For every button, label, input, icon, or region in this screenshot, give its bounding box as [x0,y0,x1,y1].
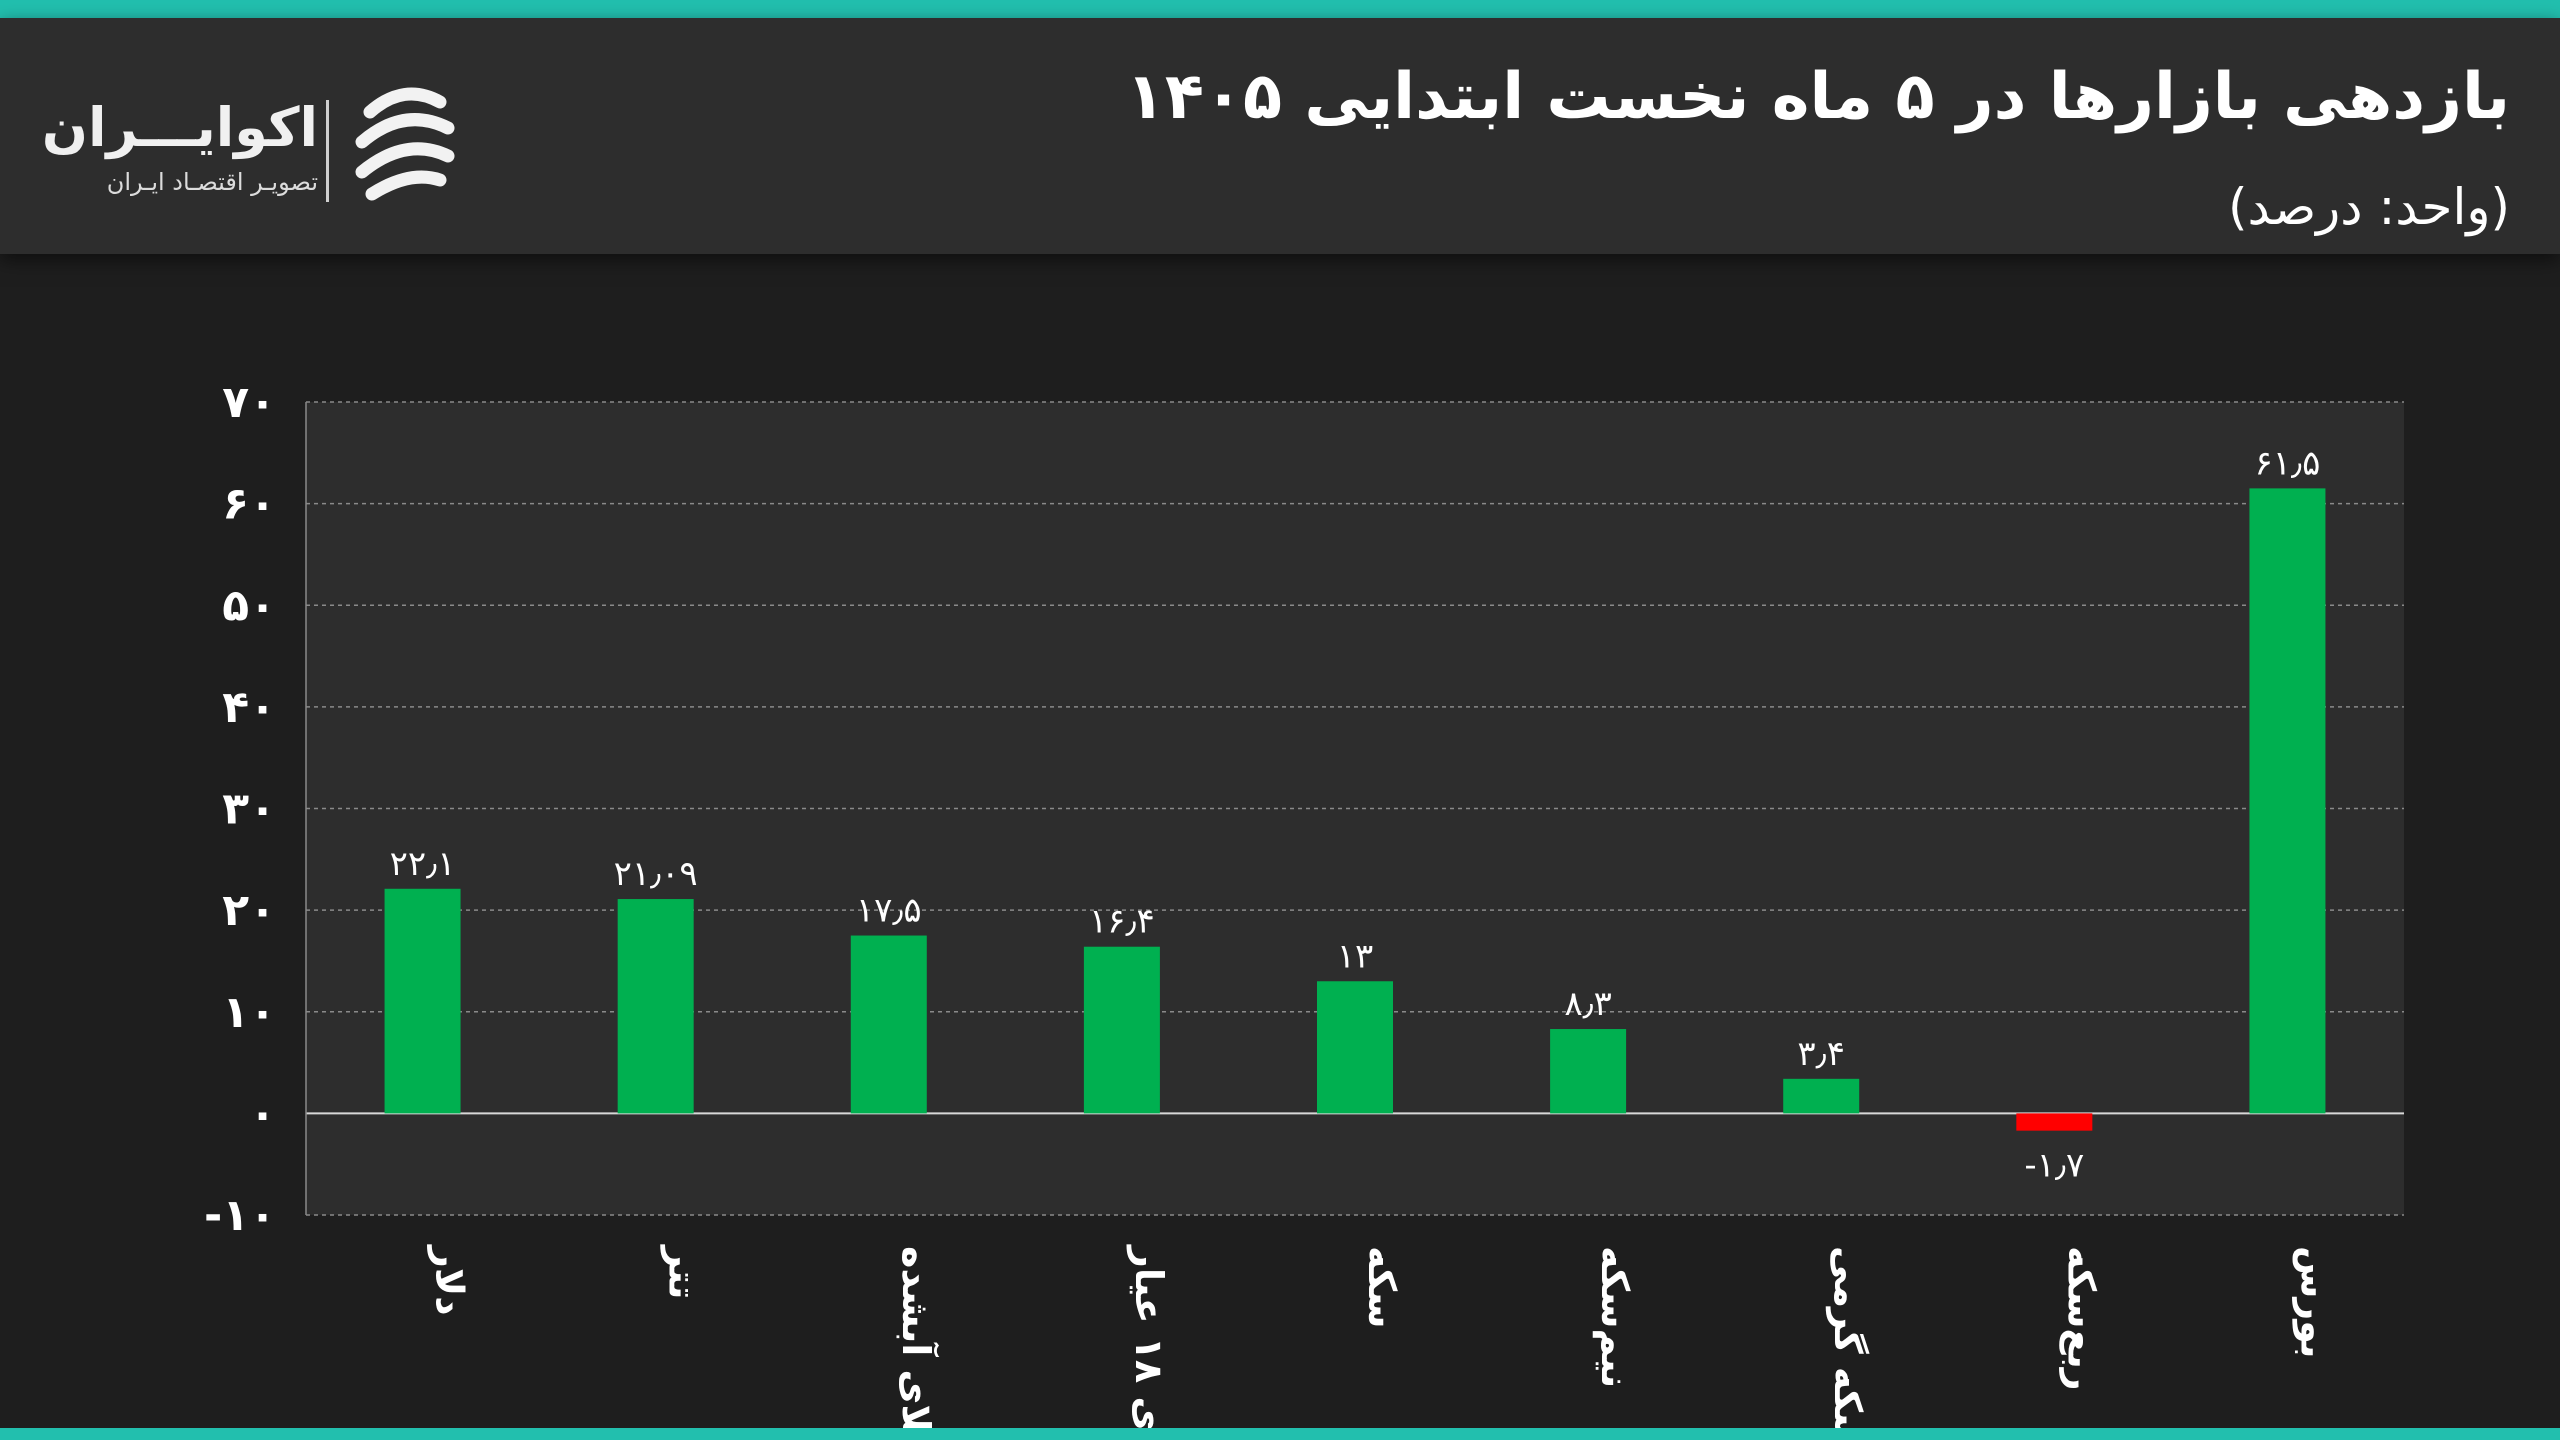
y-tick-label: ۵۰ [222,580,276,631]
x-tick-label: دلار [428,1244,472,1316]
data-label: ۶۱٫۵ [2255,443,2321,483]
bar [2249,488,2326,1114]
data-label: ۲۱٫۰۹ [614,854,698,894]
y-axis: -۱۰ ۰ ۱۰ ۲۰ ۳۰ ۴۰ ۵۰ ۶۰ ۷۰ [204,377,307,1241]
page-subtitle: (واحد: درصد) [2227,178,2510,236]
header: بازدهی بازارها در ۵ ماه نخست ابتدایی ۱۴۰… [0,18,2560,254]
x-tick-label: طلای آبشده [894,1246,940,1428]
bar [384,888,461,1114]
x-tick-label: سکه گرمی [1826,1246,1870,1428]
y-tick-label: -۱۰ [204,1190,276,1241]
x-tick-label: نیم‌سکه [1592,1246,1637,1388]
data-label: -۱٫۷ [2024,1146,2084,1186]
x-tick-label: سکه [1360,1246,1404,1329]
bar [617,899,694,1114]
bottom-accent-bar [0,1428,2560,1440]
data-label: ۸٫۳ [1564,984,1612,1024]
x-tick-label: ربع‌سکه [2059,1246,2103,1391]
x-tick-label: تتر [661,1244,705,1299]
y-tick-label: ۳۰ [222,784,276,835]
y-tick-label: ۲۰ [222,885,276,936]
data-label: ۲۲٫۱ [390,844,456,884]
logo-name: اکوایـــران [41,96,318,159]
x-tick-label: طلای ۱۸ عیار [1127,1244,1171,1428]
data-label: ۳٫۴ [1797,1034,1845,1074]
bars [384,488,2326,1131]
brand-logo: اکوایـــران تصویـر اقتصـاد ایـران [42,76,460,216]
logo-tagline: تصویـر اقتصـاد ایـران [106,168,318,196]
x-axis: دلار تتر طلای آبشده طلای ۱۸ عیار سکه نیم‌سکه س… [428,1244,2337,1428]
y-tick-label: ۶۰ [222,479,276,530]
value-labels: ۲۲٫۱ ۲۱٫۰۹ ۱۷٫۵ ۱۶٫۴ ۱۳ ۸٫۳ ۳٫۴ -۱٫۷ ۶۱٫۵ [390,443,2321,1185]
bar [1783,1078,1860,1114]
bar [1083,946,1160,1114]
data-label: ۱۷٫۵ [856,891,922,931]
bar-chart: -۱۰ ۰ ۱۰ ۲۰ ۳۰ ۴۰ ۵۰ ۶۰ ۷۰ ۲۲٫۱ ۲۱٫۰۹ ۱۷٫۵ ۱۶٫۴ ۱۳ ۸٫… [204,377,2404,1428]
bar [1550,1029,1627,1114]
data-label: ۱۶٫۴ [1089,902,1155,942]
x-tick-label: بورس [2292,1246,2336,1358]
top-accent-bar [0,0,2560,18]
logo-separator [326,100,329,202]
bar [850,935,927,1114]
data-label: ۱۳ [1337,936,1374,976]
y-tick-label: ۱۰ [222,987,276,1038]
page-title: بازدهی بازارها در ۵ ماه نخست ابتدایی ۱۴۰… [1125,60,2510,134]
ecoiran-logo-icon [355,87,455,201]
y-tick-label: ۷۰ [222,377,276,428]
bar [2016,1113,2093,1131]
y-tick-label: ۰ [249,1088,276,1139]
y-tick-label: ۴۰ [222,682,276,733]
bar [1317,981,1393,1114]
